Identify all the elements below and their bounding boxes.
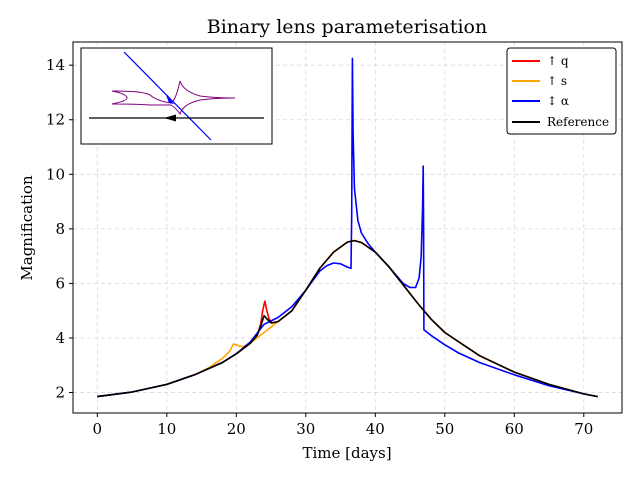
series-line-s: [97, 239, 598, 398]
x-tick-label: 20: [227, 420, 246, 438]
y-axis-label: Magnification: [18, 175, 36, 281]
x-axis-label: Time [days]: [302, 444, 391, 462]
x-tick-label: 0: [93, 420, 103, 438]
y-tick-label: 10: [46, 165, 65, 183]
legend-box: [506, 47, 617, 135]
series-lines: [97, 57, 598, 398]
series-line-alpha: [97, 57, 598, 398]
x-tick-label: 50: [435, 420, 454, 438]
caustic-inset: [80, 47, 273, 145]
series-line-reference: [97, 239, 598, 398]
series-line-q: [97, 239, 598, 398]
x-tick-label: 60: [505, 420, 524, 438]
inset-frame: [80, 47, 273, 145]
legend-label-reference: Reference: [547, 115, 609, 129]
x-tick-label: 30: [296, 420, 315, 438]
chart-title: Binary lens parameterisation: [207, 16, 487, 38]
plot-frame: [72, 41, 623, 414]
legend-label-s: ↑ s: [547, 74, 567, 88]
y-tick-label: 2: [55, 384, 65, 402]
legend-label-q: ↑ q: [547, 54, 569, 68]
source-trajectory-alpha: [123, 51, 212, 141]
trajectory-arrow-alpha: [166, 95, 174, 104]
axis-ticks: 0 10 20 30 40 50 60 70 2 4 6 8 10 12 14: [46, 56, 593, 438]
y-tick-label: 4: [55, 329, 65, 347]
y-tick-label: 12: [46, 111, 65, 129]
y-tick-label: 14: [46, 56, 65, 74]
legend-label-alpha: ↕ α: [547, 94, 569, 108]
x-tick-label: 70: [574, 420, 593, 438]
legend: ↑ q ↑ s ↕ α Reference: [506, 47, 617, 135]
x-tick-label: 10: [157, 420, 176, 438]
y-tick-label: 6: [55, 274, 65, 292]
x-tick-label: 40: [366, 420, 385, 438]
y-tick-label: 8: [55, 220, 65, 238]
trajectory-arrow-reference: [164, 114, 176, 122]
